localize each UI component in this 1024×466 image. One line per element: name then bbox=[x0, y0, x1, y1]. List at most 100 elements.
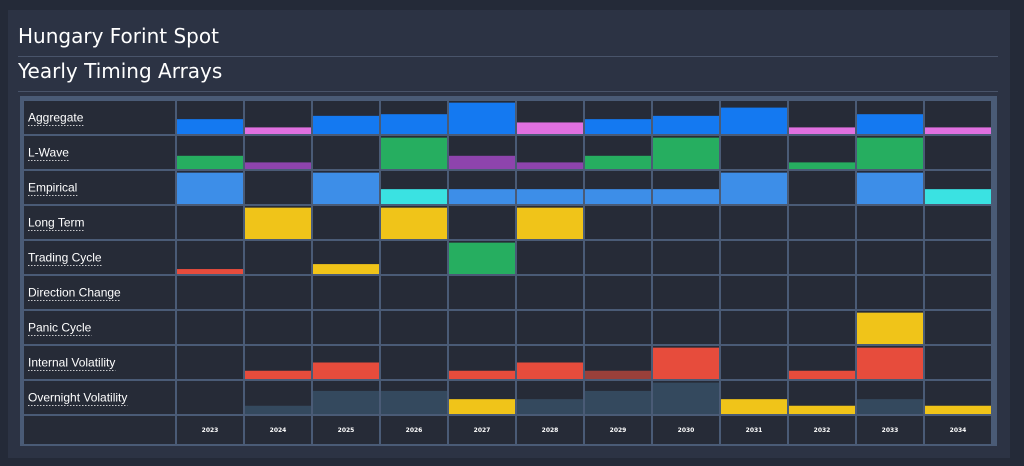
timing-bar bbox=[857, 347, 923, 379]
timing-bar bbox=[789, 162, 855, 169]
grid-cell bbox=[585, 206, 651, 239]
timing-bar bbox=[313, 362, 379, 379]
timing-bar bbox=[653, 137, 719, 169]
grid-cell bbox=[721, 241, 787, 274]
grid-cell bbox=[857, 276, 923, 309]
row-label: Overnight Volatility bbox=[28, 391, 127, 405]
grid-cell bbox=[585, 311, 651, 344]
timing-bar bbox=[381, 189, 447, 204]
timing-bar bbox=[585, 189, 651, 204]
row-label-cell bbox=[24, 276, 175, 309]
year-label: 2024 bbox=[270, 427, 287, 434]
grid-cell bbox=[789, 276, 855, 309]
timing-bar bbox=[449, 155, 515, 169]
timing-bar bbox=[245, 127, 311, 134]
year-cell bbox=[177, 416, 243, 444]
timing-bar bbox=[653, 347, 719, 379]
row-label: Empirical bbox=[28, 181, 77, 195]
grid-cell bbox=[245, 241, 311, 274]
row-label-cell bbox=[24, 241, 175, 274]
year-label: 2027 bbox=[474, 427, 491, 434]
grid-cell bbox=[653, 241, 719, 274]
grid-cell bbox=[313, 206, 379, 239]
title-divider bbox=[18, 56, 998, 57]
grid-cell bbox=[177, 381, 243, 414]
grid-cell bbox=[177, 311, 243, 344]
timing-bar bbox=[585, 155, 651, 169]
year-label: 2033 bbox=[882, 427, 899, 434]
timing-bar bbox=[517, 362, 583, 379]
timing-bar bbox=[789, 370, 855, 379]
year-cell bbox=[585, 416, 651, 444]
timing-bar bbox=[313, 264, 379, 274]
timing-bar bbox=[313, 390, 379, 414]
year-label: 2029 bbox=[610, 427, 627, 434]
timing-bar bbox=[449, 370, 515, 379]
grid-cell bbox=[653, 206, 719, 239]
grid-cell bbox=[721, 276, 787, 309]
page-subtitle: Yearly Timing Arrays bbox=[18, 59, 223, 83]
timing-bar bbox=[789, 127, 855, 134]
grid-cell bbox=[925, 346, 991, 379]
timing-bar bbox=[449, 242, 515, 274]
grid-cell bbox=[721, 136, 787, 169]
grid-cell bbox=[313, 136, 379, 169]
timing-bar bbox=[789, 405, 855, 414]
timing-bar bbox=[653, 115, 719, 134]
grid-cell bbox=[653, 311, 719, 344]
grid-cell bbox=[517, 311, 583, 344]
row-label-cell bbox=[24, 346, 175, 379]
grid-cell bbox=[449, 311, 515, 344]
timing-bar bbox=[925, 405, 991, 414]
grid-cell bbox=[517, 276, 583, 309]
row-label-cell bbox=[24, 206, 175, 239]
year-label-corner bbox=[24, 416, 175, 444]
row-label-cell bbox=[24, 136, 175, 169]
timing-bar bbox=[857, 399, 923, 414]
timing-bar bbox=[517, 207, 583, 239]
year-label: 2028 bbox=[542, 427, 559, 434]
grid-cell bbox=[925, 136, 991, 169]
grid-cell bbox=[721, 346, 787, 379]
grid-cell bbox=[721, 206, 787, 239]
grid-cell bbox=[585, 276, 651, 309]
timing-bar bbox=[857, 114, 923, 134]
timing-bar bbox=[177, 269, 243, 274]
timing-bar bbox=[857, 172, 923, 204]
year-cell bbox=[381, 416, 447, 444]
timing-bar bbox=[925, 127, 991, 134]
grid-cell bbox=[789, 171, 855, 204]
year-cell bbox=[721, 416, 787, 444]
timing-bar bbox=[381, 137, 447, 169]
year-label: 2030 bbox=[678, 427, 695, 434]
grid-cell bbox=[381, 276, 447, 309]
grid-cell bbox=[517, 241, 583, 274]
row-label: Trading Cycle bbox=[28, 251, 102, 265]
grid-cell bbox=[177, 276, 243, 309]
year-label: 2025 bbox=[338, 427, 355, 434]
timing-bar bbox=[653, 189, 719, 204]
row-label: Direction Change bbox=[28, 286, 121, 300]
grid-cell bbox=[585, 241, 651, 274]
timing-bar bbox=[653, 382, 719, 414]
grid-cell bbox=[177, 346, 243, 379]
timing-bar bbox=[721, 107, 787, 134]
timing-bar bbox=[245, 162, 311, 169]
year-cell bbox=[653, 416, 719, 444]
year-cell bbox=[245, 416, 311, 444]
row-label: Panic Cycle bbox=[28, 321, 92, 335]
timing-bar bbox=[449, 189, 515, 204]
timing-array-chart: Aggregate L-Wave Empirical Long Term Trading… bbox=[24, 101, 991, 444]
subtitle-divider bbox=[18, 91, 998, 92]
grid-cell bbox=[177, 241, 243, 274]
timing-bar bbox=[857, 137, 923, 169]
timing-bar bbox=[517, 189, 583, 204]
grid-cell bbox=[721, 311, 787, 344]
row-label-cell bbox=[24, 311, 175, 344]
grid-cell bbox=[857, 241, 923, 274]
page-title: Hungary Forint Spot bbox=[18, 24, 219, 48]
timing-bar bbox=[517, 399, 583, 414]
grid-cell bbox=[177, 206, 243, 239]
timing-bar bbox=[721, 172, 787, 204]
year-cell bbox=[313, 416, 379, 444]
